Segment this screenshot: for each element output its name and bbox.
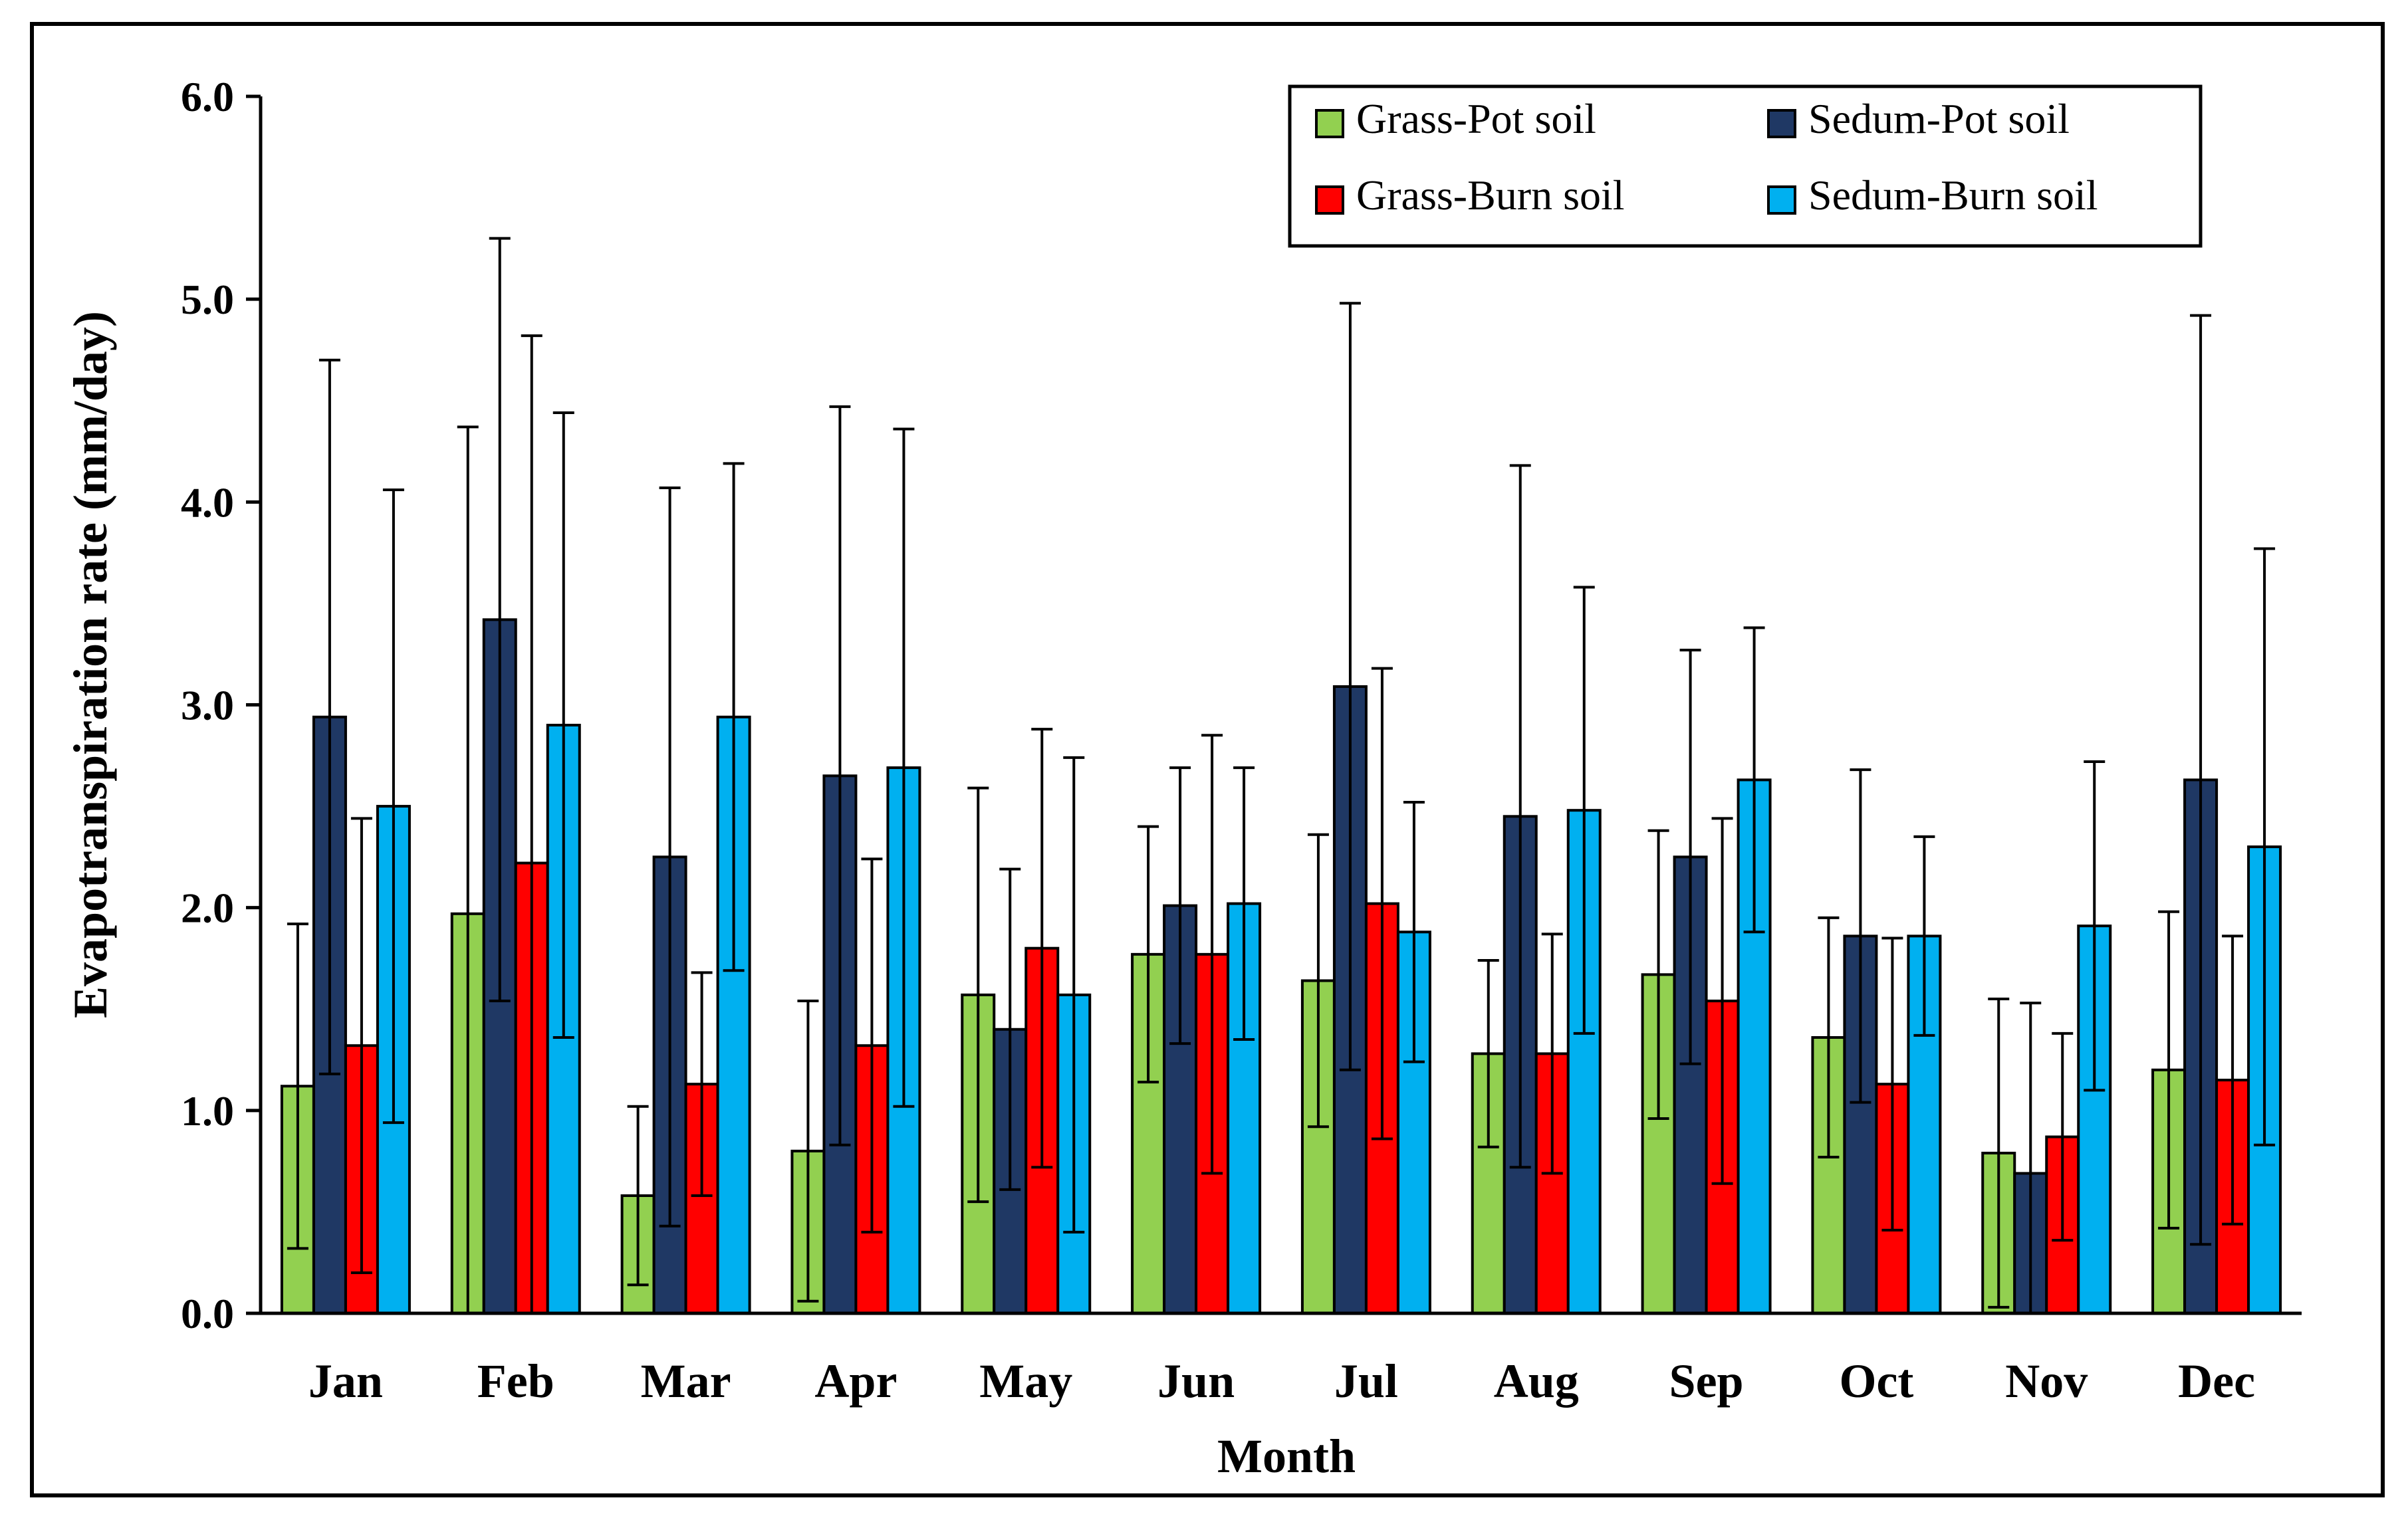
- x-tick-label: Feb: [477, 1355, 554, 1408]
- y-tick-label: 3.0: [181, 682, 234, 729]
- x-tick-label: Nov: [2005, 1355, 2088, 1408]
- x-axis-title: Month: [1217, 1430, 1356, 1483]
- legend-swatch: [1767, 109, 1796, 138]
- y-tick-label: 1.0: [181, 1087, 234, 1135]
- y-tick-label: 4.0: [181, 479, 234, 526]
- x-tick-label: Jul: [1334, 1355, 1398, 1408]
- y-tick-label: 5.0: [181, 276, 234, 323]
- legend-label: Grass-Pot soil: [1356, 95, 1596, 142]
- x-tick-label: Sep: [1669, 1355, 1744, 1408]
- y-tick-label: 0.0: [181, 1290, 234, 1337]
- legend-label: Sedum-Pot soil: [1808, 95, 2070, 142]
- plot-area: 0.0 1.0 2.0 3.0 4.0 5.0 6.0 Jan Feb Mar Apr May Jun J…: [181, 73, 2302, 1408]
- legend-label: Sedum-Burn soil: [1808, 171, 2098, 219]
- x-tick-label: Dec: [2178, 1355, 2255, 1408]
- legend-swatch: [1315, 185, 1344, 215]
- x-tick-label: Apr: [814, 1355, 897, 1408]
- legend-swatch: [1315, 109, 1344, 138]
- legend-swatch: [1767, 185, 1796, 215]
- y-axis-title: Evapotranspiration rate (mm/day): [64, 311, 117, 1018]
- x-tick-label: May: [979, 1355, 1072, 1408]
- legend: Grass-Pot soil Sedum-Pot soil Grass-Burn s…: [1288, 84, 2203, 248]
- x-tick-label: Aug: [1494, 1355, 1579, 1408]
- bar-sedum-pot-soil-sep: [1673, 855, 1708, 1315]
- x-tick-label: Jan: [308, 1355, 383, 1408]
- x-tick-label: Mar: [641, 1355, 731, 1408]
- legend-label: Grass-Burn soil: [1356, 171, 1625, 219]
- legend-box: [1288, 84, 2203, 248]
- x-tick-label: Oct: [1839, 1355, 1913, 1408]
- y-tick-label: 2.0: [181, 885, 234, 932]
- x-tick-label: Jun: [1157, 1355, 1235, 1408]
- y-tick-label: 6.0: [181, 73, 234, 120]
